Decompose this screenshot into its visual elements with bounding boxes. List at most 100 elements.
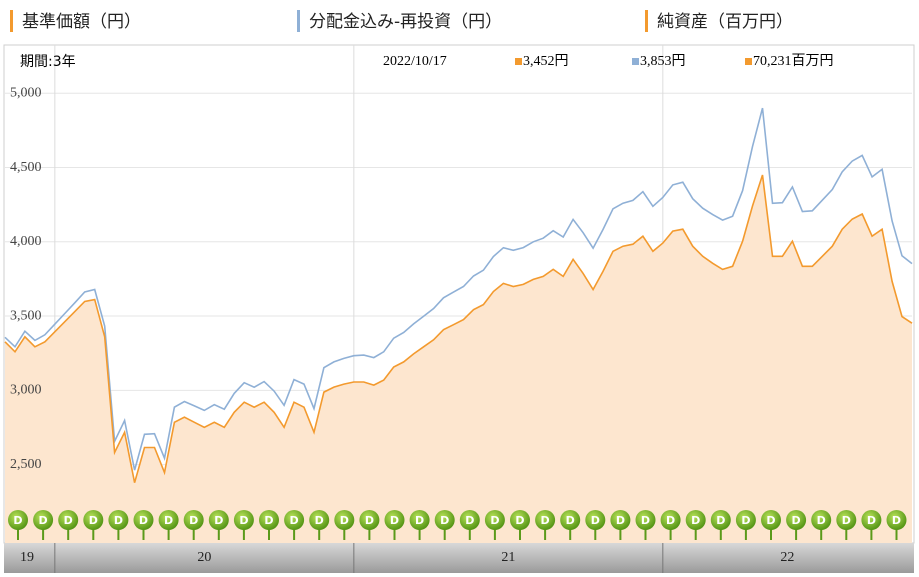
dividend-label: D [515, 514, 524, 527]
dividend-marker [484, 510, 505, 530]
dividend-marker [735, 510, 756, 530]
dividend-label: D [691, 514, 700, 527]
y-tick-label: 3,000 [10, 383, 42, 398]
dividend-label: D [716, 514, 725, 527]
y-tick-label: 3,500 [10, 308, 42, 323]
dividend-marker [384, 510, 405, 530]
dividend-label: D [792, 514, 801, 527]
dividend-label: D [315, 514, 324, 527]
dividend-label: D [239, 514, 248, 527]
dividend-label: D [666, 514, 675, 527]
x-tick-label: 20 [197, 550, 211, 565]
dividend-marker [836, 510, 857, 530]
dividend-label: D [139, 514, 148, 527]
dividend-marker [434, 510, 455, 530]
dividend-marker [535, 510, 556, 530]
dividend-marker [685, 510, 706, 530]
dividend-label: D [114, 514, 123, 527]
dividend-marker [560, 510, 581, 530]
dividend-marker [409, 510, 430, 530]
readout-swatch [515, 58, 522, 65]
dividend-label: D [39, 514, 48, 527]
dividend-label: D [13, 514, 22, 527]
dividend-label: D [89, 514, 98, 527]
dividend-label: D [415, 514, 424, 527]
line [4, 174, 913, 483]
dividend-label: D [290, 514, 299, 527]
dividend-label: D [566, 514, 575, 527]
dividend-label: D [189, 514, 198, 527]
dividend-marker [761, 510, 781, 530]
legend-label: 基準価額（円） [22, 12, 141, 32]
dividend-marker [8, 510, 28, 530]
dividend-marker [309, 510, 330, 530]
y-tick-label: 4,000 [10, 234, 42, 249]
dividend-label: D [842, 514, 851, 527]
dividend-label: D [264, 514, 273, 527]
readout-swatch [745, 58, 752, 65]
x-tick-label: 21 [501, 550, 515, 565]
dividend-label: D [766, 514, 775, 527]
dividend-marker [108, 510, 129, 530]
dividend-label: D [892, 514, 901, 527]
y-tick-label: 2,500 [10, 457, 42, 472]
dividend-marker [610, 510, 631, 530]
readout-value: 70,231百万円 [753, 53, 834, 69]
dividend-label: D [490, 514, 499, 527]
readout-value: 3,452円 [523, 54, 569, 69]
dividend-marker [510, 510, 530, 530]
dividend-marker [459, 510, 480, 530]
line [4, 107, 913, 471]
dividend-marker [585, 510, 606, 530]
dividend-marker [259, 510, 279, 530]
dividend-marker [208, 510, 229, 530]
dividend-marker [811, 510, 832, 530]
dividend-marker [861, 510, 882, 530]
dividend-marker [183, 510, 204, 530]
dividend-marker [83, 510, 104, 530]
dividend-marker [660, 510, 681, 530]
dividend-marker [886, 510, 907, 530]
dividend-label: D [365, 514, 374, 527]
dividend-marker [158, 510, 179, 530]
legend-label: 分配金込み-再投資（円） [309, 12, 502, 32]
legend-swatch [297, 10, 300, 32]
legend-swatch [10, 10, 13, 32]
time-axis [4, 543, 914, 573]
dividend-label: D [465, 514, 474, 527]
dividend-marker [710, 510, 731, 530]
legend-label: 純資産（百万円） [657, 12, 793, 32]
dividend-label: D [641, 514, 650, 527]
dividend-marker [334, 510, 355, 530]
dividend-label: D [741, 514, 750, 527]
y-tick-label: 4,500 [10, 160, 42, 175]
dividend-marker [133, 510, 154, 530]
y-tick-label: 5,000 [10, 85, 42, 100]
dividend-label: D [390, 514, 399, 527]
readout-value: 3,853円 [640, 54, 686, 69]
x-tick-label: 19 [20, 550, 34, 565]
dividend-marker [786, 510, 807, 530]
dividend-label: D [817, 514, 826, 527]
period: 期間:3年 [20, 54, 76, 70]
area [5, 175, 912, 543]
dividend-label: D [340, 514, 349, 527]
dividend-marker [635, 510, 656, 530]
dividend-label: D [214, 514, 223, 527]
dividend-label: D [616, 514, 625, 527]
dividend-marker [359, 510, 380, 530]
readout-date: 2022/10/17 [383, 54, 447, 69]
dividend-label: D [440, 514, 449, 527]
dividend-label: D [867, 514, 876, 527]
dividend-label: D [541, 514, 550, 527]
dividend-label: D [164, 514, 173, 527]
dividend-label: D [64, 514, 73, 527]
dividend-marker [58, 510, 79, 530]
dividend-label: D [591, 514, 600, 527]
readout-swatch [632, 58, 639, 65]
x-tick-label: 22 [780, 550, 794, 565]
dividend-marker [33, 510, 54, 530]
dividend-marker [284, 510, 305, 530]
legend-swatch [645, 10, 648, 32]
